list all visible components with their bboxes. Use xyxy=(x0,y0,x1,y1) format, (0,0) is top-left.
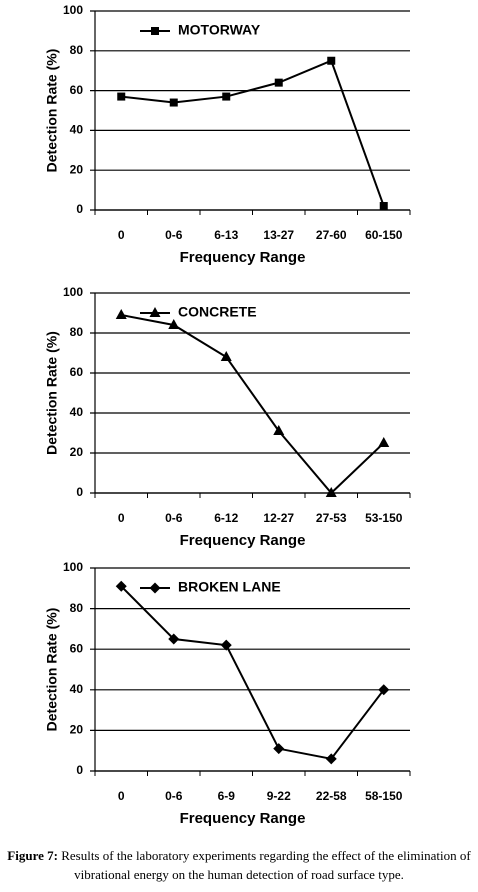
y-tick-label: 20 xyxy=(70,723,84,737)
marker xyxy=(168,319,180,329)
charts: 0 20 40 60 80 100 0 0-6 6-13 13-27 27-60 60-150 Freq… xyxy=(44,3,411,827)
x-tick-label: 58-150 xyxy=(365,789,403,803)
marker xyxy=(325,753,337,765)
marker xyxy=(117,92,126,101)
x-axis-label: Frequency Range xyxy=(180,532,306,549)
x-tick-label: 6-12 xyxy=(214,511,238,525)
y-axis-label: Detection Rate (%) xyxy=(44,608,60,732)
x-tick-label: 53-150 xyxy=(365,511,403,525)
marker xyxy=(169,98,178,107)
y-tick-label: 60 xyxy=(70,83,84,97)
caption-text: Results of the laboratory experiments re… xyxy=(61,848,471,882)
y-axis-label: Detection Rate (%) xyxy=(44,331,60,455)
marker xyxy=(115,309,127,319)
y-tick-label: 80 xyxy=(70,601,84,615)
data-line xyxy=(121,59,385,207)
y-tick-label: 40 xyxy=(70,123,84,137)
y-tick-label: 100 xyxy=(63,285,83,299)
marker xyxy=(220,639,232,651)
y-tick-label: 20 xyxy=(70,162,84,176)
y-tick-label: 80 xyxy=(70,43,84,57)
x-tick-label: 60-150 xyxy=(365,228,403,242)
marker xyxy=(168,633,180,645)
marker xyxy=(273,743,285,755)
y-tick-label: 100 xyxy=(63,3,83,17)
y-tick-label: 20 xyxy=(70,445,84,459)
legend-label: BROKEN LANE xyxy=(178,579,281,595)
x-tick-label: 6-13 xyxy=(214,228,238,242)
marker xyxy=(325,487,337,497)
marker xyxy=(379,202,388,211)
y-tick-label: 0 xyxy=(76,485,83,499)
y-tick-label: 0 xyxy=(76,763,83,777)
caption: Figure 7: Results of the laboratory expe… xyxy=(6,846,472,884)
x-tick-label: 9-22 xyxy=(267,789,291,803)
data-line xyxy=(121,314,385,495)
marker xyxy=(220,351,232,361)
legend-label: CONCRETE xyxy=(178,304,257,320)
x-tick-label: 22-58 xyxy=(316,789,347,803)
x-tick-label: 12-27 xyxy=(263,511,294,525)
marker xyxy=(273,425,285,435)
marker xyxy=(115,580,127,592)
x-tick-label: 0 xyxy=(118,511,125,525)
x-tick-label: 0-6 xyxy=(165,228,183,242)
x-tick-label: 0 xyxy=(118,228,125,242)
x-axis-label: Frequency Range xyxy=(180,249,306,266)
x-axis-label: Frequency Range xyxy=(180,810,306,827)
marker xyxy=(149,307,161,317)
marker xyxy=(151,27,159,35)
x-tick-label: 27-53 xyxy=(316,511,347,525)
x-tick-label: 0 xyxy=(118,789,125,803)
y-tick-label: 100 xyxy=(63,560,83,574)
x-tick-label: 0-6 xyxy=(165,789,183,803)
y-tick-label: 60 xyxy=(70,365,84,379)
y-tick-label: 0 xyxy=(76,202,83,216)
y-tick-label: 40 xyxy=(70,682,84,696)
data-line xyxy=(120,585,385,760)
x-tick-label: 13-27 xyxy=(263,228,294,242)
marker xyxy=(378,437,390,447)
marker xyxy=(327,56,336,65)
marker xyxy=(149,582,161,594)
marker xyxy=(222,92,231,101)
caption-label: Figure 7: xyxy=(7,848,58,863)
y-axis-label: Detection Rate (%) xyxy=(44,49,60,173)
y-tick-label: 80 xyxy=(70,325,84,339)
marker xyxy=(274,78,283,87)
legend-label: MOTORWAY xyxy=(178,22,261,38)
x-tick-label: 0-6 xyxy=(165,511,183,525)
y-tick-label: 40 xyxy=(70,405,84,419)
y-tick-label: 60 xyxy=(70,641,84,655)
x-tick-label: 27-60 xyxy=(316,228,347,242)
marker xyxy=(378,684,390,696)
x-tick-label: 6-9 xyxy=(218,789,236,803)
